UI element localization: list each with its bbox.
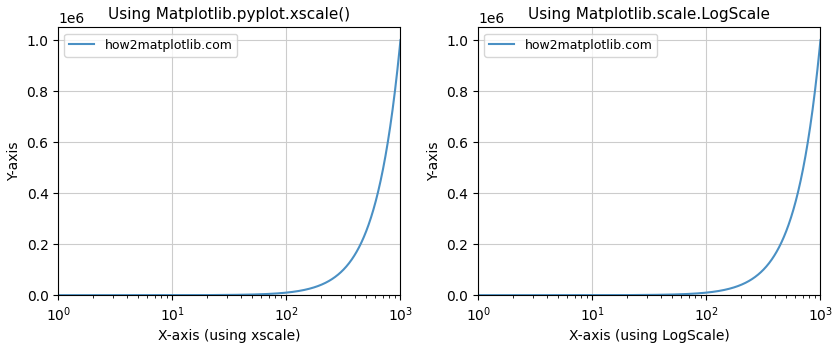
how2matplotlib.com (816, 38, 826, 42)
how2matplotlib.com (326, 278, 336, 282)
Line: how2matplotlib.com: how2matplotlib.com (58, 40, 401, 295)
Y-axis label: Y-axis: Y-axis (427, 141, 441, 181)
Title: Using Matplotlib.pyplot.xscale(): Using Matplotlib.pyplot.xscale() (108, 7, 350, 22)
X-axis label: X-axis (using LogScale): X-axis (using LogScale) (569, 329, 730, 343)
Title: Using Matplotlib.scale.LogScale: Using Matplotlib.scale.LogScale (528, 7, 770, 22)
how2matplotlib.com (192, 293, 202, 297)
how2matplotlib.com (288, 290, 298, 294)
Line: how2matplotlib.com: how2matplotlib.com (478, 40, 821, 295)
how2matplotlib.com (320, 281, 330, 285)
Legend: how2matplotlib.com: how2matplotlib.com (65, 34, 238, 57)
how2matplotlib.com (740, 281, 750, 285)
how2matplotlib.com (508, 293, 518, 297)
Y-axis label: Y-axis: Y-axis (7, 141, 21, 181)
how2matplotlib.com (612, 293, 622, 297)
how2matplotlib.com (473, 293, 483, 297)
Legend: how2matplotlib.com: how2matplotlib.com (485, 34, 658, 57)
how2matplotlib.com (204, 293, 214, 297)
how2matplotlib.com (88, 293, 98, 297)
X-axis label: X-axis (using xscale): X-axis (using xscale) (158, 329, 301, 343)
how2matplotlib.com (708, 290, 718, 294)
how2matplotlib.com (624, 293, 634, 297)
how2matplotlib.com (53, 293, 63, 297)
how2matplotlib.com (746, 278, 756, 282)
how2matplotlib.com (396, 38, 406, 42)
